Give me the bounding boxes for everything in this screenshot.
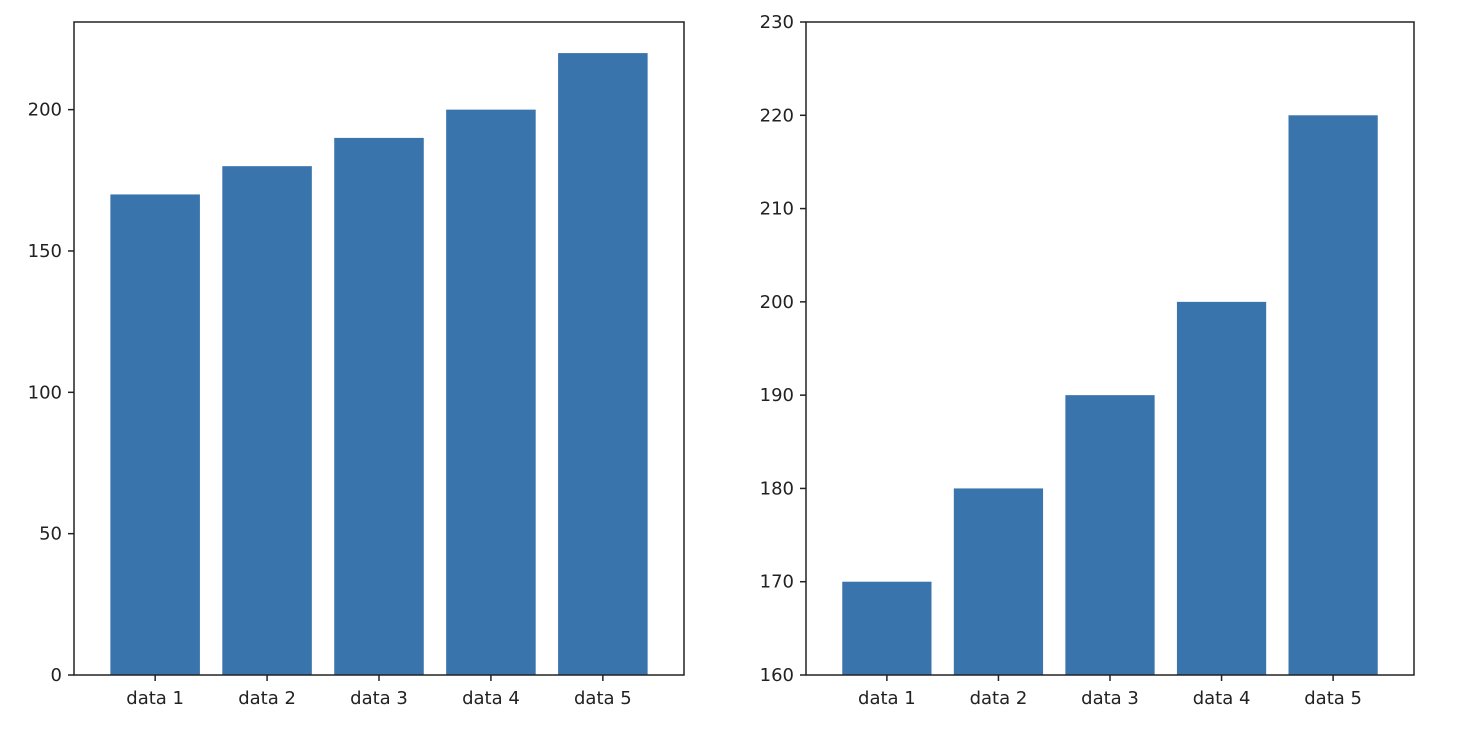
y-tick-label: 220 — [760, 105, 794, 126]
y-tick-label: 210 — [760, 199, 794, 220]
x-tick-label: data 3 — [1081, 688, 1139, 709]
y-tick-label: 160 — [760, 665, 794, 686]
y-tick-label: 100 — [28, 382, 62, 403]
right-bar-chart: 160 170 180 190 200 210 220 230 data 1 data 2 data… — [760, 12, 1415, 709]
bar-4 — [1176, 301, 1267, 675]
x-tick-label: data 1 — [126, 688, 184, 709]
x-tick-label: data 4 — [462, 688, 520, 709]
y-tick-label: 170 — [760, 572, 794, 593]
y-tick-label: 0 — [51, 665, 62, 686]
bar-1 — [842, 581, 932, 675]
y-tick-label: 200 — [760, 292, 794, 313]
bar-3 — [334, 137, 424, 675]
x-tick-label: data 5 — [1304, 688, 1362, 709]
y-tick-label: 50 — [39, 524, 62, 545]
bar-3 — [1065, 395, 1155, 675]
bar-5 — [1288, 115, 1378, 676]
bar-1 — [110, 194, 200, 675]
y-tick-label: 230 — [760, 12, 794, 33]
x-tick-label: data 5 — [574, 688, 632, 709]
x-tick-label: data 2 — [970, 688, 1028, 709]
bar-2 — [222, 166, 312, 676]
x-tick-label: data 2 — [238, 688, 296, 709]
y-tick-label: 150 — [28, 241, 62, 262]
y-tick-label: 190 — [760, 385, 794, 406]
x-tick-label: data 4 — [1193, 688, 1251, 709]
y-tick-label: 200 — [28, 100, 62, 121]
x-tick-label: data 3 — [350, 688, 408, 709]
y-tick-label: 180 — [760, 478, 794, 499]
bar-2 — [953, 488, 1044, 675]
bar-5 — [558, 53, 648, 676]
left-bar-chart: 0 50 100 150 200 data 1 data 2 data 3 data 4 data… — [28, 21, 685, 709]
bar-4 — [446, 109, 536, 676]
x-tick-label: data 1 — [858, 688, 916, 709]
